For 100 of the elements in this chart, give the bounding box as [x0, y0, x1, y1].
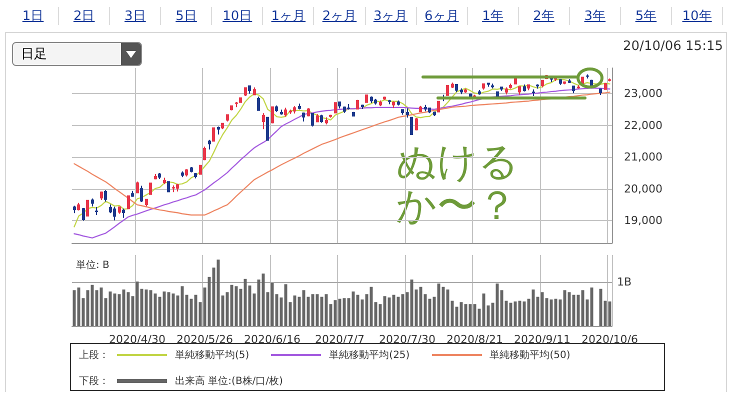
candlestick	[257, 96, 260, 111]
text: 1年	[468, 7, 519, 25]
y-tick-label: 19,000	[624, 214, 662, 228]
ref-line-label: 1B	[617, 276, 632, 289]
text: 20/10/06 15:15	[623, 39, 723, 54]
text: 5日	[161, 7, 212, 25]
y-tick-label: 22,000	[624, 118, 662, 132]
candlestick	[104, 190, 107, 202]
candlestick	[91, 198, 94, 207]
candlestick	[541, 80, 544, 88]
candlestick	[437, 100, 440, 112]
candlestick	[365, 94, 368, 104]
x-tick-label: 2020/8/21	[446, 333, 503, 346]
text: 2ヶ月	[314, 7, 366, 25]
legend-label: 出来高 単位:(B株/口/枚)	[175, 374, 283, 388]
candlestick	[433, 111, 436, 117]
candlestick	[464, 88, 467, 94]
candlestick	[212, 127, 215, 142]
candlestick	[514, 78, 517, 85]
candlestick	[293, 106, 296, 114]
legend-title: 上段：	[79, 348, 109, 362]
candlestick	[230, 105, 233, 111]
candlestick	[347, 103, 350, 110]
candlestick	[73, 205, 76, 214]
candlestick	[325, 116, 328, 125]
annotation: 単位: B	[76, 259, 110, 272]
text: 6ヶ月	[416, 7, 468, 25]
candlestick	[122, 208, 125, 218]
candlestick	[397, 100, 400, 106]
candlestick	[221, 122, 224, 130]
x-tick-label: 2020/6/16	[244, 333, 300, 346]
candlestick	[446, 85, 449, 96]
candlestick	[118, 206, 121, 214]
candlestick	[253, 86, 256, 96]
bar	[590, 288, 594, 326]
candlestick	[127, 195, 130, 210]
candlestick	[428, 107, 431, 114]
candlestick	[568, 78, 571, 84]
candlestick	[82, 208, 85, 222]
text: 1ヶ月	[263, 7, 314, 25]
candlestick	[500, 86, 503, 92]
candlestick	[329, 114, 332, 118]
legend-label: 単純移動平均(5)	[175, 349, 250, 362]
candlestick	[275, 105, 278, 112]
y-tick-label: 20,000	[624, 182, 662, 196]
candlestick	[194, 172, 197, 179]
text: 10年	[672, 7, 724, 25]
candlestick	[487, 82, 490, 88]
candlestick	[244, 87, 247, 96]
candlestick	[509, 83, 512, 90]
x-tick-label: 2020/7/30	[379, 333, 436, 346]
candlestick	[298, 103, 301, 110]
candlestick	[145, 198, 148, 207]
candlestick	[266, 116, 269, 141]
candlestick	[167, 181, 170, 193]
candlestick	[199, 164, 202, 175]
candlestick	[455, 84, 458, 93]
candlestick	[307, 108, 310, 117]
candlestick	[586, 74, 589, 79]
candlestick	[505, 86, 508, 95]
x-tick-label: 2020/4/30	[109, 333, 166, 346]
text: 3年	[570, 7, 621, 25]
candlestick	[248, 85, 251, 94]
candlestick	[131, 190, 134, 198]
text: 3ヶ月	[366, 7, 417, 25]
candlestick	[262, 112, 265, 130]
candlestick	[572, 85, 575, 94]
text: 3日	[110, 7, 162, 25]
candlestick	[370, 96, 373, 104]
candlestick	[316, 114, 319, 123]
candlestick	[95, 206, 98, 216]
candlestick	[563, 80, 566, 85]
text: 10日	[212, 7, 264, 25]
candlestick	[410, 116, 413, 135]
x-tick-label: 2020/10/6	[582, 333, 638, 346]
candlestick	[100, 190, 103, 201]
candlestick	[149, 182, 152, 195]
candlestick	[419, 105, 422, 112]
text: 日足	[21, 47, 47, 62]
candlestick	[415, 117, 418, 131]
candlestick	[181, 170, 184, 178]
candlestick	[203, 146, 206, 161]
candlestick	[136, 181, 139, 194]
candlestick	[401, 108, 404, 116]
candlestick	[163, 177, 166, 185]
candlestick	[343, 106, 346, 114]
candlestick	[302, 112, 305, 122]
text: 1日	[8, 7, 60, 25]
y-tick-label: 21,000	[624, 150, 662, 164]
candlestick	[482, 83, 485, 90]
candlestick	[334, 102, 337, 114]
candlestick	[406, 108, 409, 118]
candlestick	[320, 114, 323, 124]
legend-title: 下段：	[79, 375, 109, 388]
candlestick	[289, 109, 292, 114]
candlestick	[577, 84, 580, 90]
text: 2日	[59, 7, 110, 25]
candlestick	[608, 78, 611, 82]
x-tick-label: 2020/9/11	[514, 333, 570, 346]
candlestick	[532, 88, 535, 96]
